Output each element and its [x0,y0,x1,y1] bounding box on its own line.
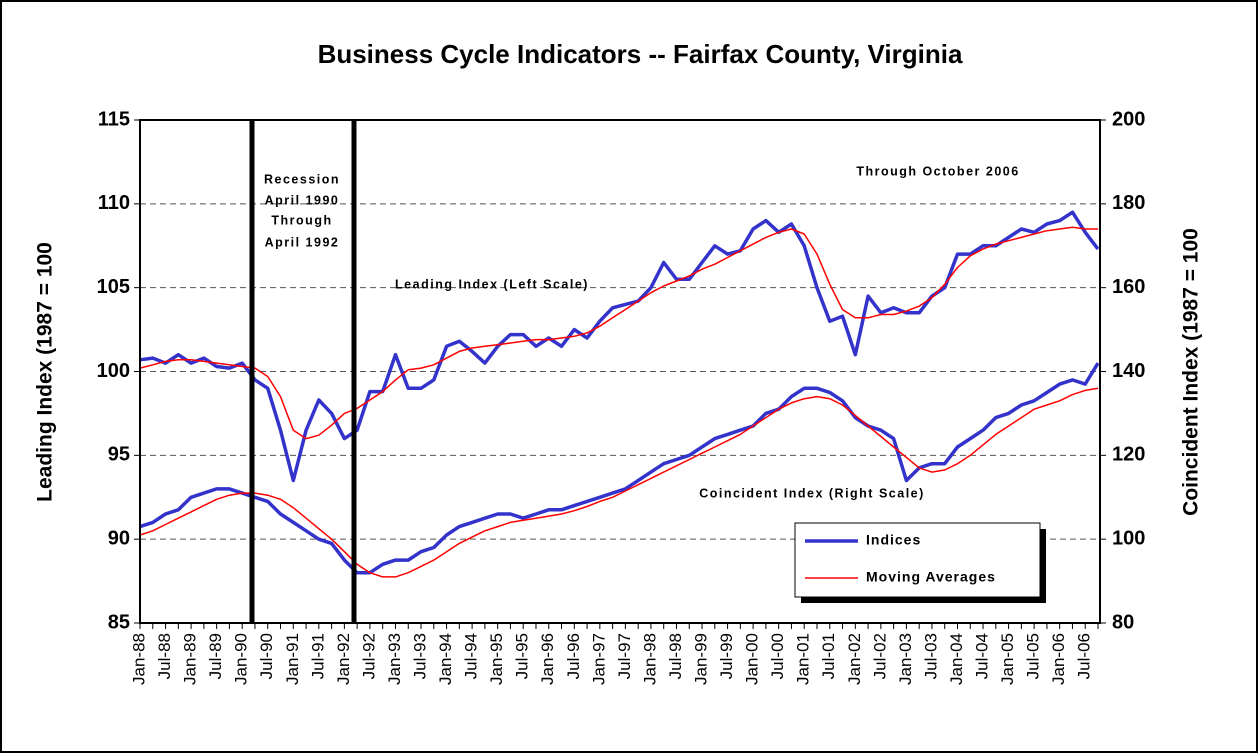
x-tick-label: Jan-90 [232,633,251,685]
annotation: Through October 2006 [856,164,1019,178]
annotation: Leading Index (Left Scale) [395,277,589,291]
x-tick-label: Jul-93 [410,633,429,679]
x-tick-label: Jul-96 [564,633,583,679]
x-tick-label: Jul-90 [257,633,276,679]
y2-tick-label: 180 [1112,192,1145,214]
x-tick-label: Jan-88 [129,633,148,685]
y-tick-label: 90 [108,527,130,549]
x-tick-label: Jul-06 [1075,633,1094,679]
x-tick-label: Jan-04 [947,633,966,685]
y-tick-label: 115 [98,108,130,130]
x-tick-label: Jul-94 [462,633,481,679]
x-tick-label: Jan-92 [334,633,353,685]
x-tick-label: Jan-89 [181,633,200,685]
x-tick-label: Jan-94 [436,633,455,685]
y-tick-label: 105 [97,276,130,298]
y-tick-label: 110 [98,192,130,214]
x-tick-label: Jan-01 [794,633,813,685]
x-tick-label: Jul-03 [921,633,940,679]
legend-label: Moving Averages [866,569,996,585]
series-line [139,387,1099,578]
y-tick-label: 95 [108,444,130,466]
annotation: April 1990 [265,193,340,207]
x-tick-label: Jul-98 [666,633,685,679]
y2-tick-label: 120 [1112,444,1145,466]
x-tick-label: Jul-92 [359,633,378,679]
series-line [139,362,1100,575]
y-axis-label: Leading Index (1987 = 100 [34,242,57,502]
x-tick-label: Jan-00 [743,633,762,685]
x-tick-label: Jan-02 [845,633,864,685]
x-tick-label: Jul-01 [819,633,838,679]
annotation: Recession [264,172,340,186]
annotation: Coincident Index (Right Scale) [699,486,925,500]
y-tick-label: 85 [108,611,130,633]
annotation: Through [271,213,332,227]
series-line [139,226,1098,440]
y-tick-label: 100 [97,360,130,382]
x-tick-label: Jul-95 [513,633,532,679]
x-tick-label: Jan-99 [692,633,711,685]
x-tick-label: Jul-99 [717,633,736,679]
x-tick-label: Jan-93 [385,633,404,685]
x-tick-label: Jul-88 [155,633,174,679]
y2-tick-label: 100 [1112,527,1145,549]
legend [794,522,1041,598]
x-tick-label: Jan-91 [283,633,302,685]
x-tick-label: Jul-02 [870,633,889,679]
x-tick-label: Jul-91 [308,633,327,679]
y2-tick-label: 160 [1112,276,1145,298]
x-tick-label: Jul-97 [615,633,634,679]
x-tick-label: Jan-03 [896,633,915,685]
x-tick-label: Jan-95 [487,633,506,685]
x-tick-label: Jan-05 [998,633,1017,685]
y2-tick-label: 80 [1112,611,1134,633]
x-tick-label: Jul-04 [973,633,992,679]
x-tick-label: Jan-96 [538,633,557,685]
chart-title: Business Cycle Indicators -- Fairfax Cou… [318,39,963,69]
x-tick-label: Jan-97 [589,633,608,685]
plot-border [139,119,1101,624]
x-tick-label: Jan-98 [640,633,659,685]
annotation: April 1992 [265,235,340,249]
x-tick-label: Jul-89 [206,633,225,679]
x-tick-label: Jul-05 [1024,633,1043,679]
y2-tick-label: 200 [1112,108,1145,130]
legend-label: Indices [866,532,921,548]
x-tick-label: Jan-06 [1049,633,1068,685]
x-tick-label: Jul-00 [768,633,787,679]
y2-axis-label: Coincident Index (1987 = 100 [1180,228,1203,516]
y2-tick-label: 140 [1112,360,1145,382]
